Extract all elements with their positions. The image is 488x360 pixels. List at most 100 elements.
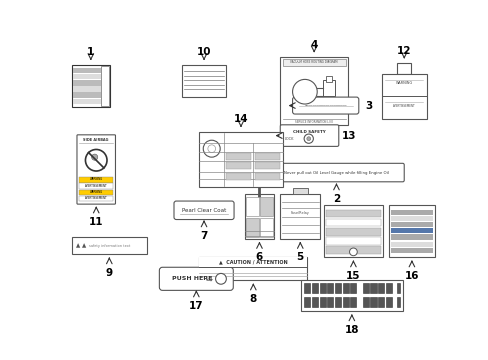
- Bar: [246, 197, 258, 216]
- Text: 15: 15: [346, 271, 360, 281]
- Bar: [334, 283, 341, 293]
- Bar: [101, 66, 108, 105]
- Bar: [396, 297, 400, 307]
- Bar: [225, 162, 250, 170]
- Bar: [390, 248, 432, 253]
- Bar: [334, 297, 341, 307]
- Bar: [73, 99, 101, 104]
- Circle shape: [207, 145, 215, 153]
- Bar: [79, 195, 113, 201]
- Bar: [225, 153, 250, 160]
- Bar: [225, 172, 250, 180]
- Bar: [71, 237, 147, 254]
- Bar: [342, 283, 348, 293]
- Bar: [377, 283, 384, 293]
- FancyBboxPatch shape: [268, 163, 404, 182]
- Bar: [325, 237, 380, 245]
- Bar: [319, 283, 325, 293]
- Text: 4: 4: [310, 40, 317, 50]
- Bar: [326, 297, 333, 307]
- Bar: [254, 162, 280, 170]
- Bar: [254, 153, 280, 160]
- Text: 11: 11: [89, 217, 103, 227]
- Text: 5: 5: [296, 252, 303, 262]
- Circle shape: [85, 149, 107, 171]
- Text: CHILD SAFETY: CHILD SAFETY: [292, 130, 325, 134]
- Text: SIDE AIRBAG: SIDE AIRBAG: [83, 138, 109, 142]
- Bar: [311, 283, 317, 293]
- Bar: [390, 234, 432, 239]
- FancyBboxPatch shape: [292, 97, 358, 114]
- Circle shape: [91, 154, 98, 160]
- Text: ▲ ▲: ▲ ▲: [76, 243, 86, 248]
- Text: SERVICE INFORMATION LINE: SERVICE INFORMATION LINE: [294, 120, 333, 124]
- Bar: [324, 205, 382, 257]
- Bar: [199, 132, 282, 187]
- Bar: [260, 218, 272, 237]
- Bar: [396, 63, 410, 74]
- Bar: [388, 205, 434, 257]
- Bar: [280, 57, 347, 125]
- Text: ▲  CAUTION / ATTENTION: ▲ CAUTION / ATTENTION: [219, 259, 287, 264]
- Bar: [385, 297, 391, 307]
- Bar: [390, 242, 432, 247]
- Text: PUSH HERE: PUSH HERE: [171, 276, 212, 281]
- Bar: [246, 218, 258, 237]
- Text: 2: 2: [332, 194, 339, 204]
- Text: Fuse/Relay: Fuse/Relay: [290, 211, 309, 215]
- Bar: [325, 228, 380, 236]
- Bar: [325, 247, 380, 254]
- Bar: [319, 297, 325, 307]
- Circle shape: [203, 140, 220, 157]
- Bar: [282, 59, 345, 66]
- Bar: [199, 257, 306, 266]
- Bar: [79, 177, 113, 183]
- Bar: [396, 283, 400, 293]
- Text: 17: 17: [189, 301, 203, 311]
- Bar: [73, 86, 101, 92]
- Bar: [79, 189, 113, 195]
- Bar: [73, 74, 101, 80]
- FancyBboxPatch shape: [159, 267, 233, 291]
- Bar: [385, 283, 391, 293]
- Text: 1: 1: [87, 48, 94, 58]
- FancyBboxPatch shape: [174, 201, 234, 220]
- Text: 13: 13: [342, 131, 356, 141]
- Text: VACUUM HOSE ROUTING DIAGRAM: VACUUM HOSE ROUTING DIAGRAM: [290, 60, 337, 64]
- Bar: [280, 194, 320, 239]
- Bar: [390, 222, 432, 227]
- Bar: [369, 297, 376, 307]
- Text: AVERTISSEMENT: AVERTISSEMENT: [85, 184, 107, 188]
- Bar: [199, 257, 306, 280]
- Bar: [73, 68, 101, 73]
- Text: Pearl Clear Coat: Pearl Clear Coat: [182, 208, 225, 213]
- Bar: [301, 280, 402, 311]
- Polygon shape: [257, 195, 261, 198]
- Bar: [381, 74, 426, 119]
- Text: 8: 8: [249, 294, 256, 304]
- Text: 7: 7: [200, 231, 207, 241]
- Text: 14: 14: [233, 114, 248, 125]
- Text: ⇒: ⇒: [205, 274, 212, 283]
- Bar: [362, 297, 368, 307]
- Bar: [342, 297, 348, 307]
- Bar: [292, 188, 307, 194]
- Circle shape: [215, 274, 226, 284]
- Bar: [325, 210, 380, 217]
- Bar: [304, 283, 310, 293]
- Bar: [325, 219, 380, 226]
- Bar: [304, 297, 310, 307]
- Bar: [349, 283, 356, 293]
- Text: 10: 10: [196, 48, 211, 58]
- Text: LOCK: LOCK: [284, 138, 294, 141]
- Text: 18: 18: [344, 325, 358, 335]
- FancyBboxPatch shape: [280, 125, 338, 147]
- Bar: [311, 297, 317, 307]
- Text: 9: 9: [105, 268, 113, 278]
- Text: 3: 3: [365, 100, 372, 111]
- Bar: [326, 283, 333, 293]
- Text: safety information text: safety information text: [88, 244, 130, 248]
- Bar: [349, 297, 356, 307]
- Circle shape: [349, 248, 357, 256]
- Bar: [79, 183, 113, 189]
